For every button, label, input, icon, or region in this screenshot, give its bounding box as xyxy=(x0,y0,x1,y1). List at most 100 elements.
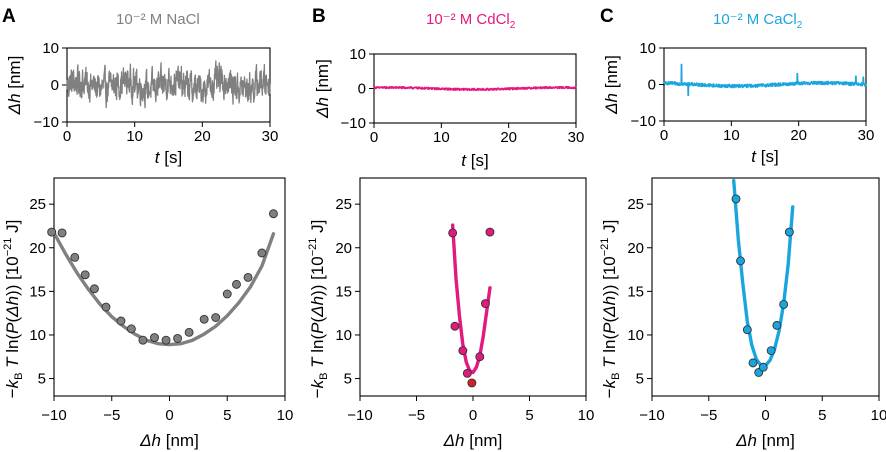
panel-b-potential-ytick-label: 20 xyxy=(335,240,352,257)
panel-b-trace-ylabel: Δh [nm] xyxy=(313,59,332,119)
panel-a-ylabel-unit-close: J] xyxy=(3,220,22,238)
panel-b-potential-ytick-label: 15 xyxy=(335,283,352,300)
panel-a-trace-xtick-label: 30 xyxy=(262,128,279,145)
panel-a-trace-ytick-label: 0 xyxy=(51,77,59,94)
panel-a-trace-ytick-label: 10 xyxy=(42,40,59,57)
panel-a-ylabel-ln: ln( xyxy=(3,334,22,358)
panel-b-trace-ytick-label: 10 xyxy=(349,46,366,63)
panel-c-ylabel-unit-open: [10 xyxy=(600,256,619,284)
panel-a-potential-xlabel-sym: Δh xyxy=(139,431,161,450)
panel-a-potential-xlabel-unit: [nm] xyxy=(161,431,199,450)
panel-a-trace-xtick-label: 0 xyxy=(63,128,71,145)
panel-a-trace-ylabel-unit: [nm] xyxy=(5,56,24,94)
panel-b-potential-xtick-label: 0 xyxy=(469,407,477,424)
panel-b-potential-point xyxy=(458,346,468,356)
panel-a-ylabel-paren-close: )) xyxy=(3,285,22,296)
panel-b-ylabel-paren-open: ( xyxy=(308,317,327,323)
panel-a-trace-xlabel-sym: t xyxy=(155,148,161,167)
panel-a-potential-point xyxy=(89,284,99,294)
panel-c-trace-xtick-label: 30 xyxy=(858,127,875,144)
panel-a-potential-ytick-label: 10 xyxy=(29,327,46,344)
panel-b-title-sub: 2 xyxy=(510,20,516,31)
panel-b-trace-line xyxy=(373,85,577,92)
panel-a-potential-xtick-label: 0 xyxy=(165,407,173,424)
panel-a-potential-point xyxy=(138,335,148,345)
panel-b-ylabel-minus: − xyxy=(308,388,327,398)
panel-a-ylabel-paren-open: ( xyxy=(3,317,22,323)
panel-c-trace-ylabel: Δh [nm] xyxy=(602,55,621,115)
panel-a-potential-point xyxy=(232,279,241,289)
panel-c-potential-xtick-label: 0 xyxy=(761,407,769,424)
panel-b-ylabel-ln: ln( xyxy=(308,334,327,358)
panel-a-potential-xtick-label: −10 xyxy=(41,407,66,424)
panel-b-potential-xtick-label: −5 xyxy=(408,407,425,424)
panel-a-ylabel-dh: Δh xyxy=(3,296,22,318)
panel-c-trace-ytick-label: 0 xyxy=(648,77,656,94)
panel-a-potential-ytick-label: 20 xyxy=(29,240,46,257)
panel-a-trace-ytick-label: −10 xyxy=(34,114,59,131)
panel-c-trace-xtick-label: 0 xyxy=(660,127,668,144)
panel-letter-a: A xyxy=(2,6,16,27)
panel-a-potential-ylabel: −kB T ln(P(Δh)) [10−21 J] xyxy=(2,220,25,399)
panel-b-potential-xlabel-sym: Δh xyxy=(443,431,465,450)
panel-c-potential-xlabel-unit: [nm] xyxy=(757,431,795,450)
panel-c-ylabel-unit-exp: −21 xyxy=(599,238,611,257)
panel-c-potential-point xyxy=(748,358,758,368)
panel-a-potential-ytick-label: 25 xyxy=(29,196,46,213)
panel-c-ylabel-P: P xyxy=(600,322,619,334)
panel-a-potential-point xyxy=(269,209,278,219)
panel-c-potential-point xyxy=(758,362,768,372)
panel-c-ylabel-dh: Δh xyxy=(600,296,619,318)
panel-a-potential-xlabel: Δh [nm] xyxy=(139,431,199,450)
panel-b-trace-ytick-label: −10 xyxy=(341,115,366,132)
panel-b-potential-xtick-label: −10 xyxy=(347,407,372,424)
panel-c-potential-point xyxy=(772,320,782,330)
panel-b-ylabel-kb-sub: B xyxy=(318,373,330,380)
panel-b-ylabel-k: k xyxy=(308,378,327,388)
panel-c-potential-point xyxy=(784,227,794,237)
panel-a-potential-point xyxy=(150,333,159,343)
panel-c-potential-point xyxy=(731,194,741,204)
panel-c-potential-ylabel: −kB T ln(P(Δh)) [10−21 J] xyxy=(599,220,622,399)
panel-a-potential-point xyxy=(126,324,136,334)
panel-a-potential-point xyxy=(257,248,267,258)
panel-c-trace-xlabel: t [s] xyxy=(751,147,778,166)
panel-c-potential-xtick-label: −5 xyxy=(700,407,717,424)
panel-b-trace-xtick-label: 10 xyxy=(433,129,450,146)
panel-c-trace-line xyxy=(663,63,867,97)
panel-b-ylabel-P: P xyxy=(308,322,327,334)
panel-b-trace-xtick-label: 0 xyxy=(370,129,378,146)
panel-a-trace-xtick-label: 10 xyxy=(126,128,143,145)
panel-c-ylabel-unit-close: J] xyxy=(600,220,619,238)
panel-a-potential-point xyxy=(101,302,111,312)
panel-c-ylabel-ln: ln( xyxy=(600,334,619,358)
panel-c-trace-xlabel-unit: [s] xyxy=(756,147,779,166)
panel-a-potential-ytick-label: 5 xyxy=(38,371,46,388)
panel-b-potential-fit-curve xyxy=(450,223,492,375)
panel-a-trace-ylabel-sym: Δh xyxy=(5,93,24,115)
panel-b-potential-point xyxy=(485,227,495,237)
panel-a-potential-point xyxy=(57,228,67,238)
panel-b-potential-point xyxy=(462,368,472,378)
panel-b-ylabel-unit-exp: −21 xyxy=(307,238,319,257)
panel-c-title: 10⁻² M CaCl2 xyxy=(713,11,803,31)
panel-c-ylabel-paren-open: ( xyxy=(600,317,619,323)
panel-c-ylabel-kb-sub: B xyxy=(610,373,622,380)
panel-a-potential-point xyxy=(116,316,126,326)
panel-a-potential-xtick-label: 5 xyxy=(223,407,231,424)
panel-b-potential-frame xyxy=(359,177,587,397)
panel-b-potential-ytick-label: 25 xyxy=(335,196,352,213)
panel-c-potential-xlabel-sym: Δh xyxy=(735,431,757,450)
panel-a-trace-line xyxy=(66,60,271,109)
panel-b-potential-point xyxy=(475,352,485,362)
panel-b-trace-xtick-label: 30 xyxy=(568,129,585,146)
panel-b-trace-ytick-label: 0 xyxy=(358,81,366,98)
panel-a-potential-xtick-label: 10 xyxy=(277,407,294,424)
panel-a-potential-ytick-label: 15 xyxy=(29,283,46,300)
panel-c-potential-ytick-label: 5 xyxy=(636,371,644,388)
